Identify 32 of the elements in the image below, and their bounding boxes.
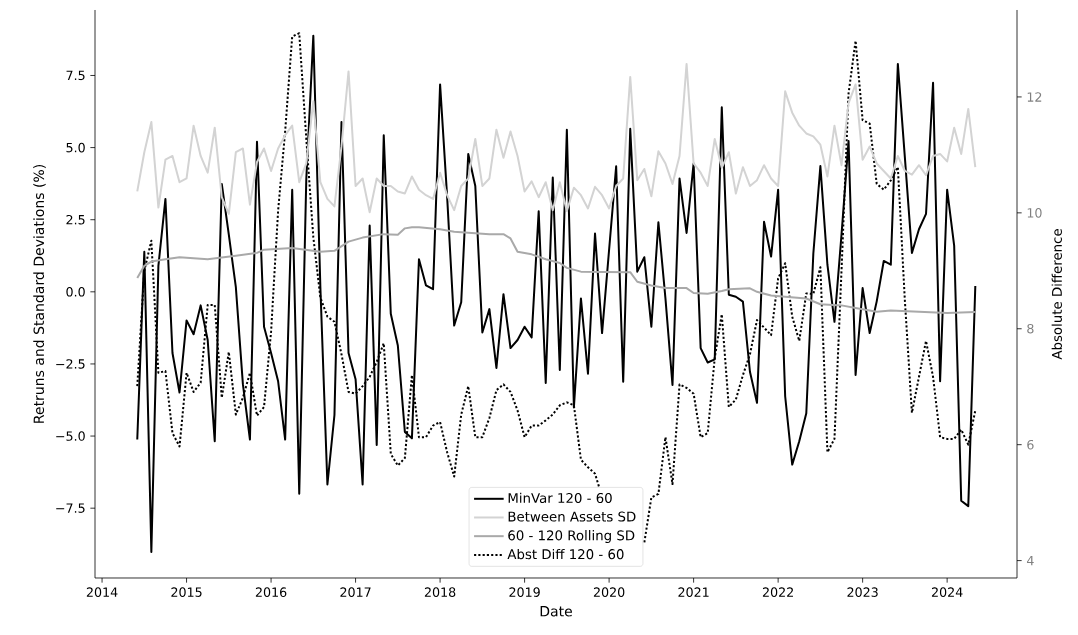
x-tick-label: 2022 — [762, 587, 793, 597]
y-tick-label: 7.5 — [66, 70, 85, 81]
legend-label: Between Assets SD — [508, 511, 636, 522]
y2-tick-label: 12 — [1027, 92, 1042, 102]
y-tick-label: −7.5 — [56, 503, 85, 513]
x-tick-label: 2014 — [86, 587, 118, 597]
y2-tick-label: 4 — [1026, 555, 1034, 566]
y-axis-title: Retruns and Standard Deviations (%) — [33, 165, 46, 423]
y-tick-label: −5.0 — [56, 431, 85, 441]
x-tick-label: 2020 — [593, 587, 625, 597]
y2-tick-label: 8 — [1027, 323, 1034, 334]
y2-tick-label: 6 — [1027, 439, 1034, 450]
line-series — [136, 226, 977, 314]
legend-label: MinVar 120 - 60 — [508, 492, 612, 504]
x-tick-label: 2019 — [509, 587, 540, 597]
y-tick-label: 0.0 — [66, 287, 85, 297]
y2-tick-label: 10 — [1027, 208, 1042, 218]
y2-axis-title: Absolute Difference — [1051, 229, 1062, 360]
x-tick-label: 2018 — [424, 587, 456, 597]
x-tick-label: 2015 — [171, 587, 202, 597]
line-series — [136, 62, 977, 215]
legend-label: 60 - 120 Rolling SD — [508, 530, 635, 544]
x-tick-label: 2017 — [340, 587, 371, 597]
x-tick-label: 2023 — [847, 587, 878, 597]
y-tick-label: 2.5 — [66, 214, 85, 225]
x-tick-label: 2024 — [931, 587, 963, 597]
x-tick-label: 2016 — [255, 587, 287, 597]
x-tick-label: 2021 — [678, 587, 709, 597]
x-axis-title: Date — [540, 606, 572, 617]
y-tick-label: −2.5 — [56, 359, 85, 369]
legend-label: Abst Diff 120 - 60 — [507, 548, 624, 560]
y-tick-label: 5.0 — [66, 142, 85, 153]
